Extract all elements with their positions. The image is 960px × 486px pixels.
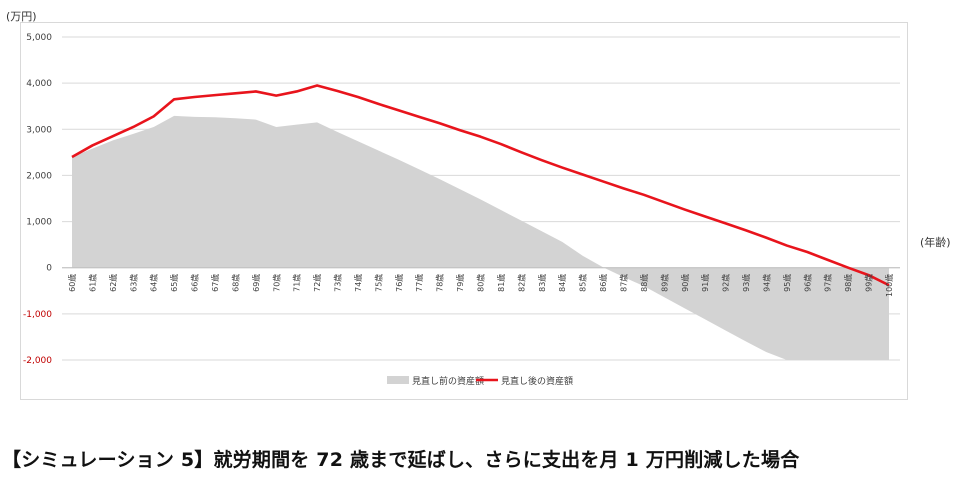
x-tick-label: 66歳 bbox=[190, 274, 200, 292]
x-tick-label: 95歳 bbox=[782, 274, 792, 292]
x-tick-label: 76歳 bbox=[394, 274, 404, 292]
x-tick-label: 70歳 bbox=[271, 274, 281, 292]
series-after-line bbox=[71, 84, 890, 287]
x-tick-label: 73歳 bbox=[333, 274, 343, 292]
y-tick-label: 2,000 bbox=[26, 171, 52, 181]
x-tick-label: 94歳 bbox=[761, 274, 771, 292]
x-tick-label: 97歳 bbox=[823, 274, 833, 292]
x-tick-label: 77歳 bbox=[414, 274, 424, 292]
x-tick-label: 83歳 bbox=[537, 274, 547, 292]
x-tick-label: 96歳 bbox=[802, 274, 812, 292]
x-tick-label: 79歳 bbox=[455, 274, 465, 292]
x-tick-label: 84歳 bbox=[557, 274, 567, 292]
x-tick-label: 82歳 bbox=[516, 274, 526, 292]
x-tick-label: 90歳 bbox=[680, 274, 690, 292]
x-tick-label: 61歳 bbox=[87, 274, 97, 292]
x-tick-label: 80歳 bbox=[476, 274, 486, 292]
y-tick-labels: 5,000 4,000 3,000 2,000 1,000 0 -1,000 -2,000 bbox=[23, 33, 52, 366]
x-tick-label: 92歳 bbox=[721, 274, 731, 292]
x-tick-label: 62歳 bbox=[108, 274, 118, 292]
x-tick-label: 91歳 bbox=[700, 274, 710, 292]
x-tick-label: 60歳 bbox=[67, 274, 77, 292]
y-tick-label: 0 bbox=[46, 264, 52, 274]
y-tick-label: 3,000 bbox=[26, 125, 52, 135]
x-tick-label: 86歳 bbox=[598, 274, 608, 292]
x-tick-label: 87歳 bbox=[618, 274, 628, 292]
x-axis-unit-label: (年齢) bbox=[920, 236, 951, 249]
x-tick-label: 74歳 bbox=[353, 274, 363, 292]
x-tick-label: 85歳 bbox=[578, 274, 588, 292]
x-tick-label: 93歳 bbox=[741, 274, 751, 292]
y-tick-label: 5,000 bbox=[26, 33, 52, 43]
y-tick-label: -2,000 bbox=[23, 356, 52, 366]
x-tick-label: 65歳 bbox=[169, 274, 179, 292]
x-tick-label: 63歳 bbox=[128, 274, 138, 292]
y-tick-label: -1,000 bbox=[23, 310, 52, 320]
legend: 見直し前の資産額 見直し後の資産額 bbox=[387, 375, 573, 387]
y-tick-label: 1,000 bbox=[26, 218, 52, 228]
x-tick-label: 67歳 bbox=[210, 274, 220, 292]
x-tick-label: 72歳 bbox=[312, 274, 322, 292]
x-tick-label: 88歳 bbox=[639, 274, 649, 292]
line-layer bbox=[71, 84, 890, 287]
chart-frame bbox=[20, 22, 908, 400]
x-tick-label: 89歳 bbox=[659, 274, 669, 292]
x-tick-label: 98歳 bbox=[843, 274, 853, 292]
legend-label-after: 見直し後の資産額 bbox=[501, 375, 573, 387]
x-tick-label: 100歳 bbox=[884, 274, 894, 297]
chart-caption: 【シミュレーション 5】就労期間を 72 歳まで延ばし、さらに支出を月 1 万円… bbox=[2, 449, 800, 471]
y-tick-label: 4,000 bbox=[26, 79, 52, 89]
y-axis-unit-label: (万円) bbox=[6, 10, 37, 23]
x-tick-label: 71歳 bbox=[292, 274, 302, 292]
area-layer bbox=[62, 115, 900, 360]
legend-label-before: 見直し前の資産額 bbox=[412, 375, 484, 387]
x-tick-labels: 60歳 61歳 62歳 63歳 64歳 65歳 66歳 67歳 68歳 69歳 70歳 71歳 72歳 7… bbox=[67, 274, 894, 297]
series-before-area bbox=[72, 115, 889, 360]
x-tick-label: 81歳 bbox=[496, 274, 506, 292]
legend-swatch-before bbox=[387, 376, 409, 384]
x-tick-label: 75歳 bbox=[373, 274, 383, 292]
x-tick-label: 69歳 bbox=[251, 274, 261, 292]
x-tick-label: 99歳 bbox=[864, 274, 874, 292]
x-tick-label: 64歳 bbox=[149, 274, 159, 292]
x-tick-label: 78歳 bbox=[435, 274, 445, 292]
x-tick-label: 68歳 bbox=[230, 274, 240, 292]
